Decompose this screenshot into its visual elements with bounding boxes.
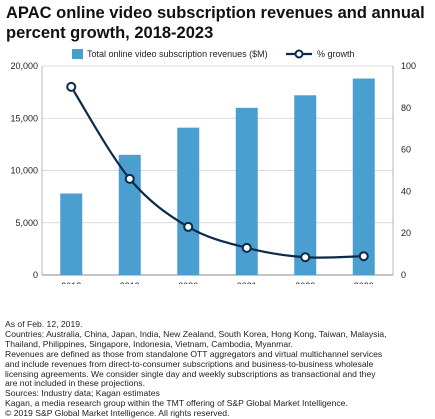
bar [294,95,317,275]
chart-notes: As of Feb. 12, 2019. Countries: Australi… [5,320,433,419]
legend-line-label: % growth [317,49,355,59]
x-tick-label: 2023 [354,281,374,284]
growth-point [183,221,194,232]
note-line: Kagan, a media research group within the… [5,399,348,409]
x-tick-label: 2021 [237,281,257,284]
y-left-tick-label: 20,000 [10,61,38,71]
y-left-tick-label: 10,000 [10,166,38,176]
y-left-tick-label: 0 [33,270,38,280]
legend-bar-swatch [72,49,83,59]
growth-point [241,242,252,253]
growth-line [70,86,364,259]
bar [177,127,200,275]
growth-point [66,81,77,92]
bar [352,78,375,275]
x-tick-label: 2020 [178,281,198,284]
note-line: are not included in these projections. [5,379,145,389]
note-line: Thailand, Philippines, Singapore, Indone… [5,339,293,349]
note-line: © 2019 S&P Global Market Intelligence. A… [5,409,230,419]
note-line: Sources: Industry data; Kagan estimates [5,389,160,399]
note-line: As of Feb. 12, 2019. [5,320,83,329]
y-right-tick-label: 20 [401,228,411,238]
x-tick-label: 2022 [295,281,315,284]
y-right-tick-label: 60 [401,145,411,155]
bar [235,107,258,275]
x-tick-label: 2018 [61,281,81,284]
y-right-tick-label: 80 [401,103,411,113]
growth-point [300,252,311,263]
note-line: and include revenues from direct-to-cons… [5,359,374,369]
legend-line-marker [294,49,304,59]
growth-point [124,173,135,184]
bar [118,154,141,275]
note-line: Countries: Australia, China, Japan, Indi… [5,329,387,339]
growth-point [358,251,369,262]
note-line: Revenues are defined as those from stand… [5,349,383,359]
note-line: licensing agreements. We consider single… [5,369,376,379]
y-right-tick-label: 0 [401,270,406,280]
x-tick-label: 2019 [120,281,140,284]
y-left-tick-label: 15,000 [10,113,38,123]
y-left-tick-label: 5,000 [15,218,38,228]
bar [60,193,83,275]
legend-bar-label: Total online video subscription revenues… [87,49,268,59]
y-right-tick-label: 100 [401,61,416,71]
y-right-tick-label: 40 [401,186,411,196]
combo-chart: 0 5,000 10,000 15,000 20,000 0 20 40 60 80 100 2018… [10,49,416,284]
chart-title: APAC online video subscription revenues … [6,4,425,42]
